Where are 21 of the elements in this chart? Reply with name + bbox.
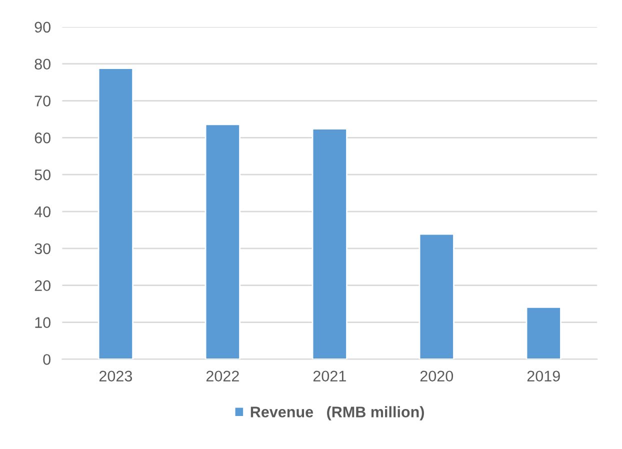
y-tick-label: 0 [43, 354, 50, 365]
x-tick-label: 2019 [527, 370, 560, 382]
y-tick-label: 20 [34, 280, 50, 292]
bar [526, 306, 562, 360]
bar [312, 128, 348, 360]
bar [204, 124, 240, 360]
y-tick-label: 70 [34, 96, 50, 106]
x-tick-label: 2022 [206, 370, 239, 382]
y-tick-label: 30 [34, 243, 50, 254]
x-tick-label: 2020 [420, 370, 454, 382]
y-tick-label: 90 [34, 22, 50, 33]
y-tick-label: 40 [34, 206, 50, 218]
y-tick-label: 10 [35, 317, 50, 328]
y-tick-label: 50 [34, 169, 50, 180]
y-tick-label: 80 [34, 58, 50, 70]
x-tick-label: 2021 [313, 370, 346, 382]
bar [98, 68, 134, 360]
y-tick-label: 60 [34, 132, 50, 144]
legend-label: Revenue (RMB million) [250, 406, 424, 420]
x-tick-label: 2023 [99, 370, 132, 382]
bar [418, 233, 454, 360]
